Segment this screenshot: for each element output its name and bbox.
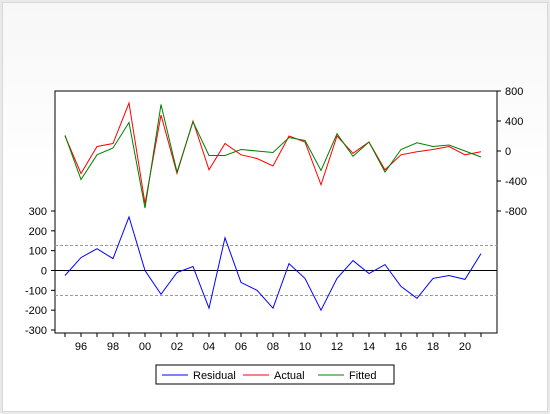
x-axis: 96 98 00 02 04 06 08 10 12 14 16 18 20 [64,333,482,353]
x-tick-label: 14 [363,341,375,353]
left-axis: 300 200 100 0 -100 -200 -300 [25,206,55,337]
series-line-residual [64,215,482,312]
x-tick-label: 18 [427,341,439,353]
left-tick-label: 0 [41,266,47,278]
right-tick-label: 800 [505,86,523,98]
series-lines [64,101,482,312]
x-tick-label: 06 [235,341,247,353]
series-line-fitted [64,104,482,209]
right-tick-label: 0 [505,146,511,158]
legend-label-fitted: Fitted [349,370,377,382]
x-tick-label: 08 [267,341,279,353]
right-tick-label: 400 [505,116,523,128]
right-axis: 800 400 0 -400 -800 [497,86,527,218]
left-tick-label: -300 [25,325,47,337]
left-tick-label: 200 [29,226,47,238]
legend-label-residual: Residual [193,370,236,382]
x-tick-label: 02 [171,341,183,353]
series-line-actual [64,101,482,204]
x-tick-label: 98 [107,341,119,353]
legend: Residual Actual Fitted [155,364,395,385]
left-tick-label: -100 [25,285,47,297]
plot-area [54,90,498,334]
left-tick-label: -200 [25,305,47,317]
x-tick-label: 20 [459,341,471,353]
left-tick-label: 100 [29,246,47,258]
x-tick-label: 16 [395,341,407,353]
x-tick-label: 04 [203,341,215,353]
legend-box [155,364,395,385]
x-tick-label: 00 [139,341,151,353]
x-tick-label: 10 [299,341,311,353]
reference-lines [55,245,497,296]
left-tick-label: 300 [29,206,47,218]
x-tick-label: 12 [331,341,343,353]
x-tick-label: 96 [75,341,87,353]
right-tick-label: -800 [505,206,527,218]
legend-label-actual: Actual [274,370,305,382]
right-tick-label: -400 [505,176,527,188]
